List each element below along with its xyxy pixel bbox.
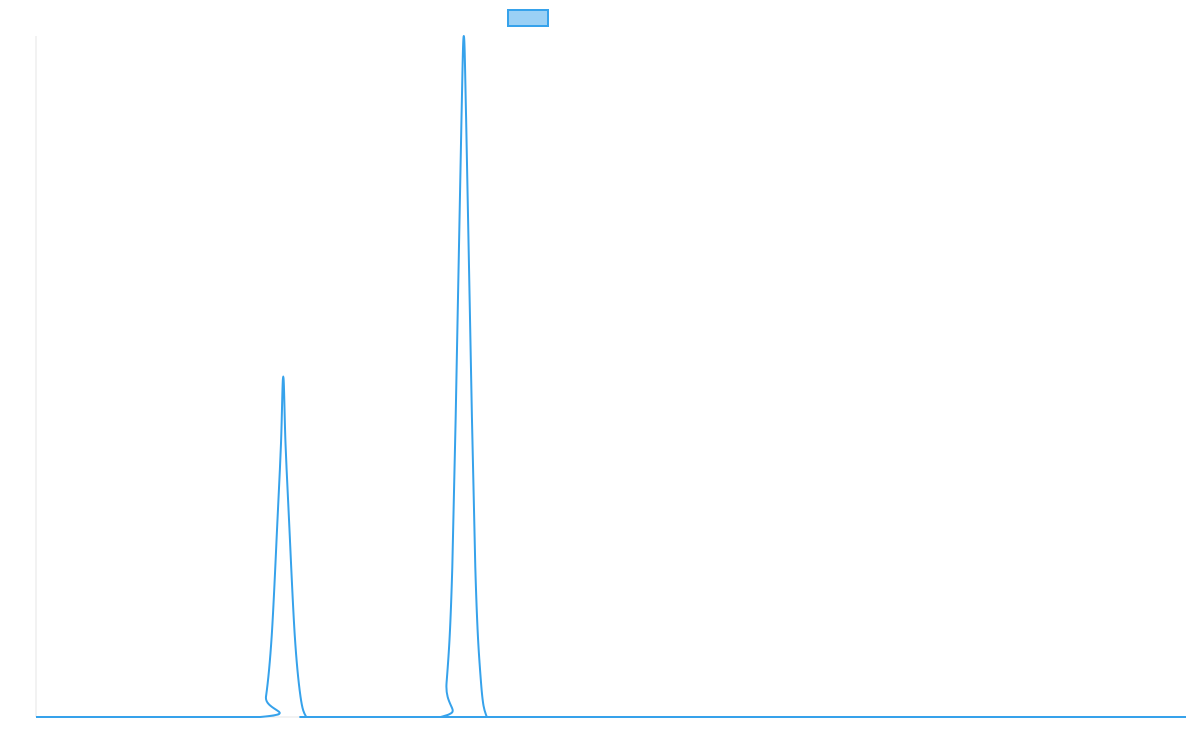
plot-area (35, 35, 1186, 719)
series-layer (35, 35, 1186, 719)
legend (507, 9, 549, 27)
legend-swatch[interactable] (507, 9, 549, 27)
series-line-0[interactable] (35, 35, 1186, 719)
